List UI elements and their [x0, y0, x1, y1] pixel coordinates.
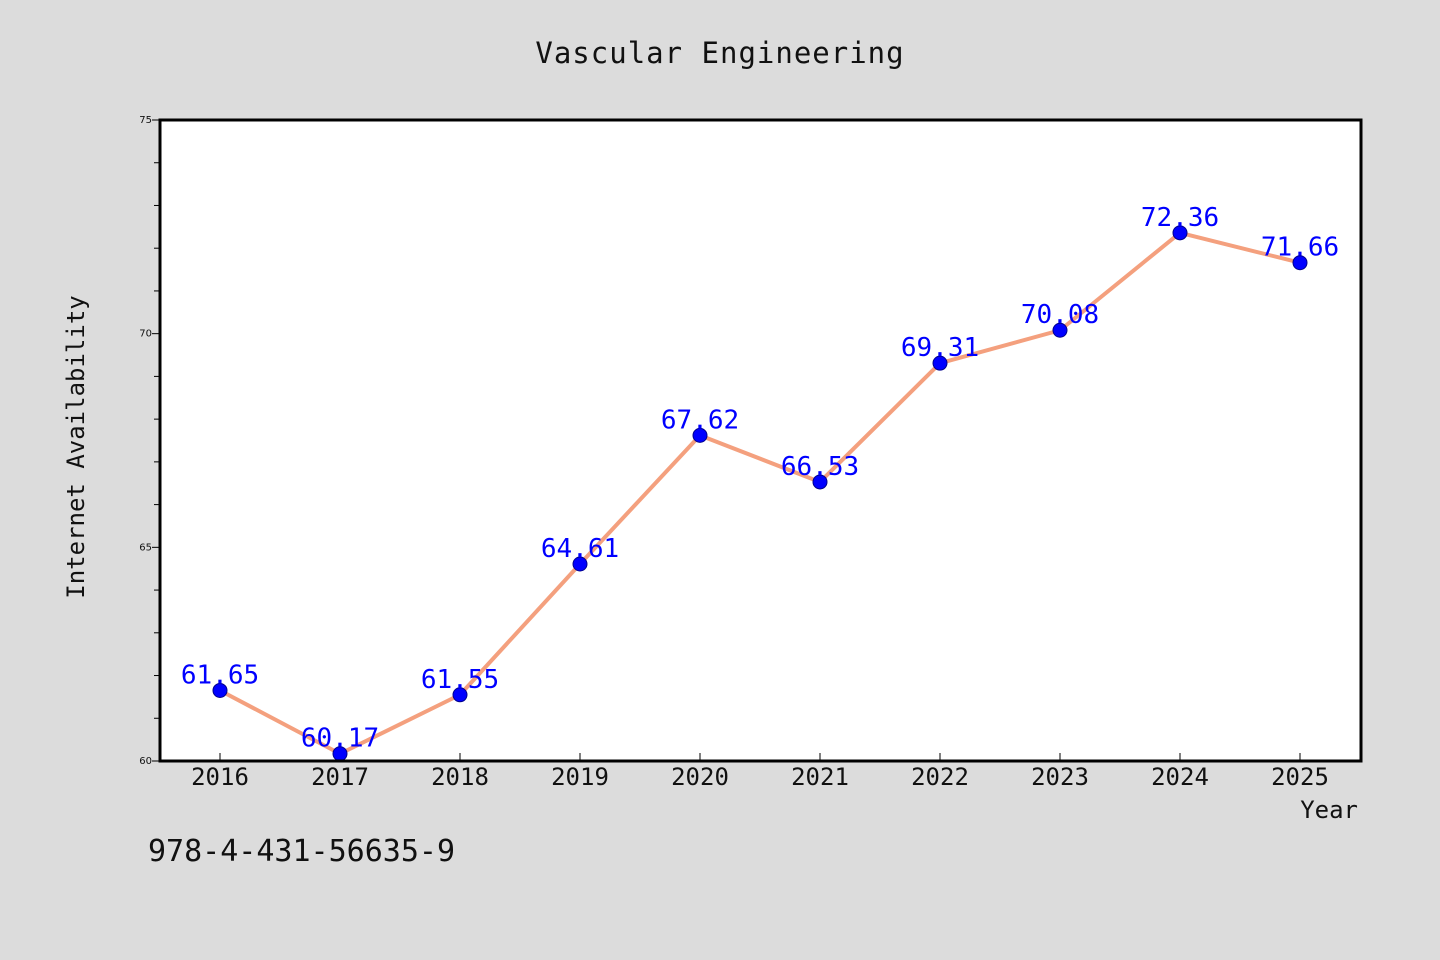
- data-label: 66.53: [781, 452, 859, 482]
- x-tick-label: 2019: [551, 763, 609, 791]
- x-tick-label: 2018: [431, 763, 489, 791]
- data-label: 64.61: [541, 534, 619, 564]
- data-point: [812, 474, 828, 490]
- y-tick-label: 65: [139, 542, 152, 553]
- data-label: 70.08: [1021, 300, 1099, 330]
- data-point: [932, 355, 948, 371]
- y-tick-label: 60: [139, 756, 152, 767]
- y-tick-label: 70: [139, 329, 152, 340]
- x-tick-label: 2020: [671, 763, 729, 791]
- data-label: 60.17: [301, 724, 379, 754]
- plot-frame: [158, 118, 1363, 763]
- x-tick-label: 2021: [791, 763, 849, 791]
- data-label: 67.62: [661, 405, 739, 435]
- y-tick-label: 75: [139, 115, 152, 126]
- data-point: [1052, 322, 1068, 338]
- y-axis: 60 65 70 75: [139, 115, 160, 767]
- data-point: [572, 556, 588, 572]
- data-label: 61.65: [181, 660, 259, 690]
- data-label: 72.36: [1141, 203, 1219, 233]
- series-line: [218, 230, 1302, 756]
- data-point: [692, 427, 708, 443]
- footer-code: 978-4-431-56635-9: [148, 834, 456, 869]
- x-tick-label: 2024: [1151, 763, 1209, 791]
- data-point: [1172, 225, 1188, 241]
- data-point: [452, 687, 468, 703]
- x-axis-label: Year: [1300, 796, 1358, 824]
- x-tick-label: 2025: [1271, 763, 1329, 791]
- x-tick-label: 2017: [311, 763, 369, 791]
- data-label: 69.31: [901, 333, 979, 363]
- x-tick-label: 2022: [911, 763, 969, 791]
- data-point: [212, 682, 228, 698]
- data-label: 61.55: [421, 665, 499, 695]
- series-layer: 61.65 60.17 61.55 64.61 67.62 66.53 69.31 70.08…: [181, 203, 1339, 762]
- x-tick-label: 2023: [1031, 763, 1089, 791]
- chart-title: Vascular Engineering: [535, 36, 905, 70]
- data-point: [1292, 255, 1308, 271]
- x-tick-label: 2016: [191, 763, 249, 791]
- x-axis: 2016 2017 2018 2019 2020 2021 2022 2023 2024 2025: [191, 753, 1329, 791]
- data-label: 71.66: [1261, 233, 1339, 263]
- plot-area: [160, 120, 1361, 761]
